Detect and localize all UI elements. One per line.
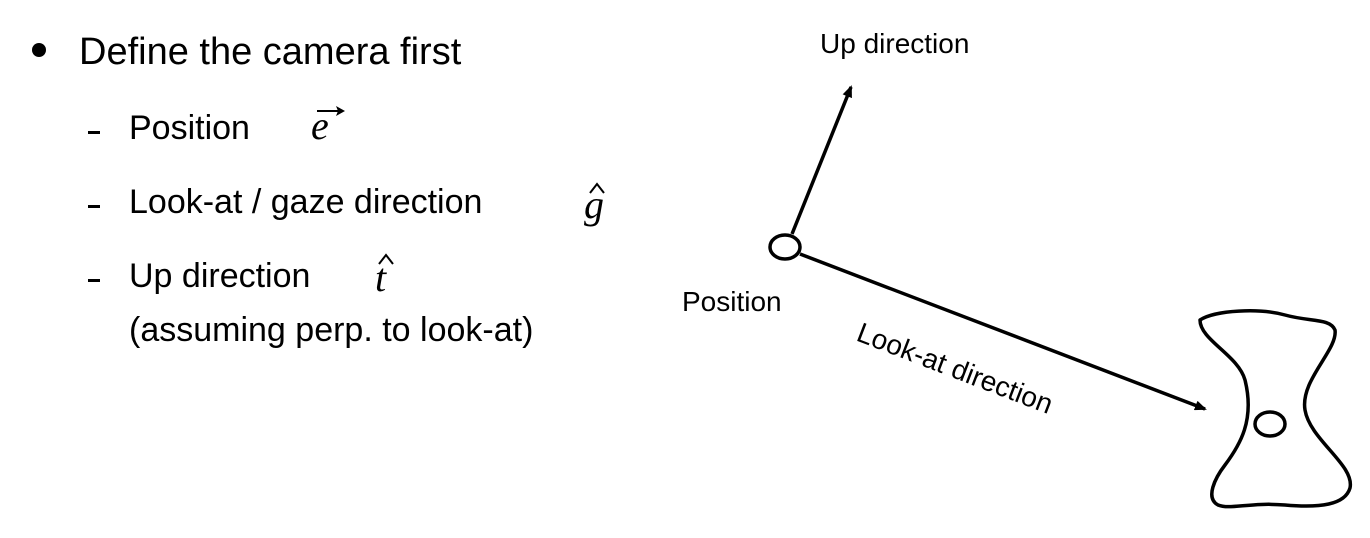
vector-arrow-icon [317, 106, 345, 116]
position-label: Position [682, 286, 782, 317]
symbol-t-hat: t [375, 253, 394, 301]
sub-item-label: Position [129, 109, 250, 147]
symbol-e: e [311, 103, 329, 148]
up-direction-label: Up direction [820, 28, 969, 59]
target-hole-circle [1253, 410, 1287, 438]
bullet-dot-icon [32, 42, 46, 57]
sub-item-label: Look-at / gaze direction [129, 183, 483, 221]
lookat-arrow [799, 252, 1207, 411]
sub-item-position: Position [88, 110, 250, 146]
dash-icon [88, 130, 100, 134]
hat-icon [378, 253, 394, 265]
symbol-t: t [375, 255, 387, 300]
symbol-g-hat: g [584, 181, 605, 228]
target-object-shape [1198, 309, 1352, 509]
hat-icon [589, 182, 605, 194]
sub-item-up: Up direction [88, 258, 310, 294]
dash-icon [88, 204, 100, 208]
sub-item-label: Up direction [129, 257, 311, 295]
symbol-g: g [584, 182, 604, 227]
bullet-main: Define the camera first [32, 33, 461, 71]
lookat-direction-label: Look-at direction [853, 317, 1057, 420]
up-arrow [790, 85, 853, 235]
sub-item-note: (assuming perp. to look-at) [129, 311, 534, 349]
symbol-e-vector: e [311, 102, 345, 149]
camera-position-circle [768, 233, 802, 261]
bullet-text: Define the camera first [79, 31, 462, 73]
dash-icon [88, 278, 100, 282]
sub-item-lookat: Look-at / gaze direction [88, 184, 482, 220]
